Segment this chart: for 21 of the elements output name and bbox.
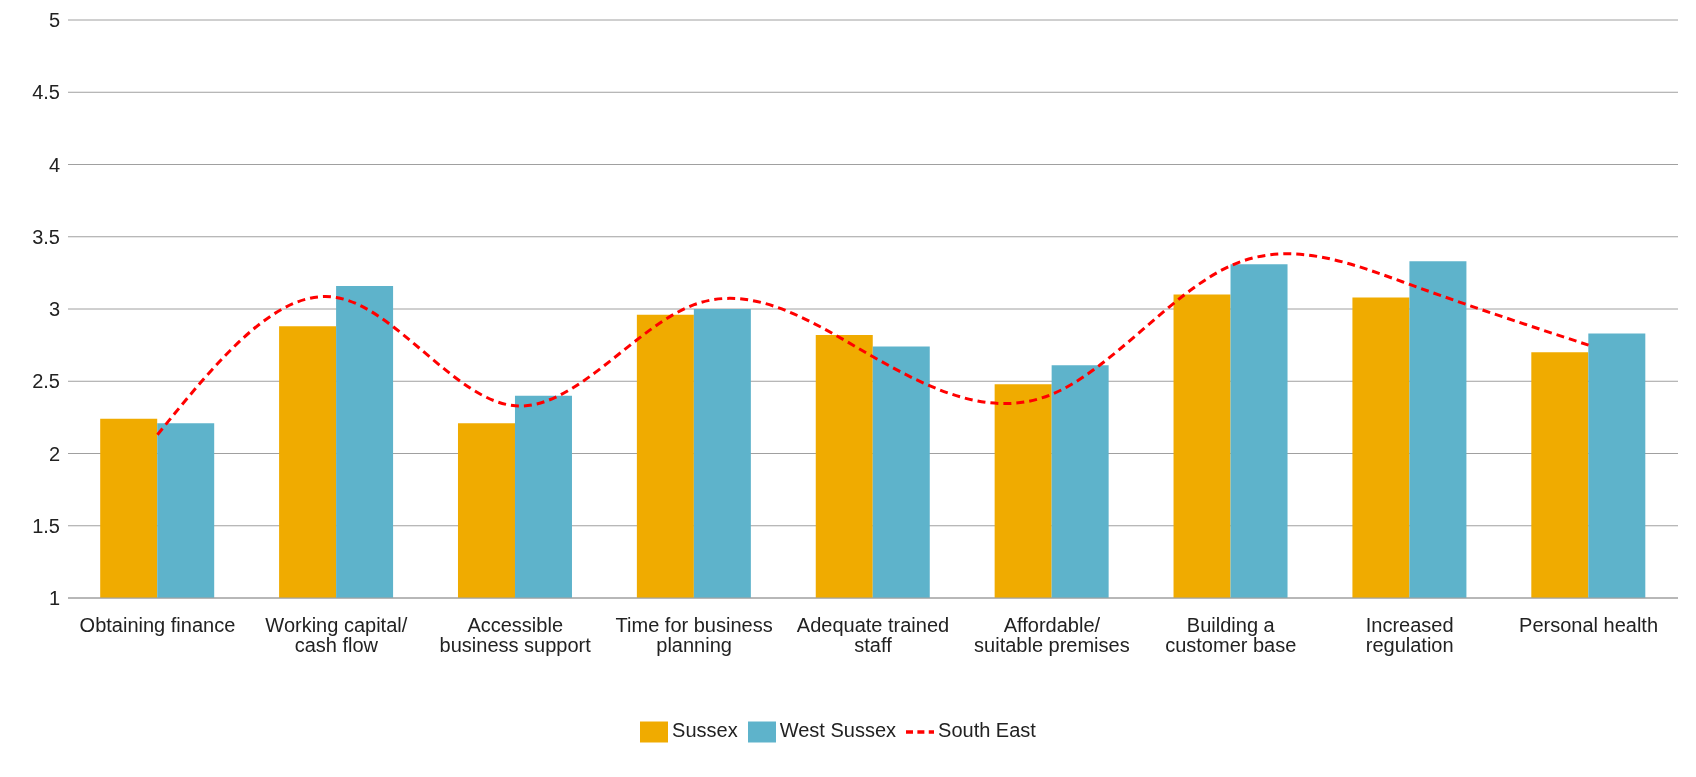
- y-tick-label: 2: [48, 442, 60, 465]
- x-tick-label: Increased regulation: [1365, 614, 1454, 657]
- y-tick-label: 5: [48, 9, 60, 32]
- y-tick-label: 4: [48, 153, 60, 176]
- x-tick-label: Adequate trained staff: [796, 614, 950, 657]
- x-tick-label: Building a customer base: [1165, 614, 1297, 657]
- y-tick-label: 1: [48, 587, 60, 610]
- y-tick-label: 1.5: [32, 514, 60, 537]
- y-tick-label: 2.5: [32, 370, 60, 393]
- legend-label: South East: [938, 719, 1036, 742]
- x-tick-label: Personal health: [1519, 614, 1659, 637]
- y-tick-label: 4.5: [32, 81, 60, 104]
- x-tick-label: Affordable/ suitable premises: [974, 614, 1130, 657]
- legend-label: West Sussex: [779, 719, 897, 742]
- x-tick-label: Time for business planning: [615, 614, 773, 657]
- y-tick-label: 3: [48, 298, 60, 321]
- legend-label: Sussex: [672, 719, 738, 742]
- x-tick-label: Working capital/ cash flow: [265, 614, 408, 657]
- x-tick-label: Accessible business support: [439, 614, 592, 657]
- x-tick-label: Obtaining finance: [79, 614, 236, 637]
- y-tick-label: 3.5: [32, 225, 60, 248]
